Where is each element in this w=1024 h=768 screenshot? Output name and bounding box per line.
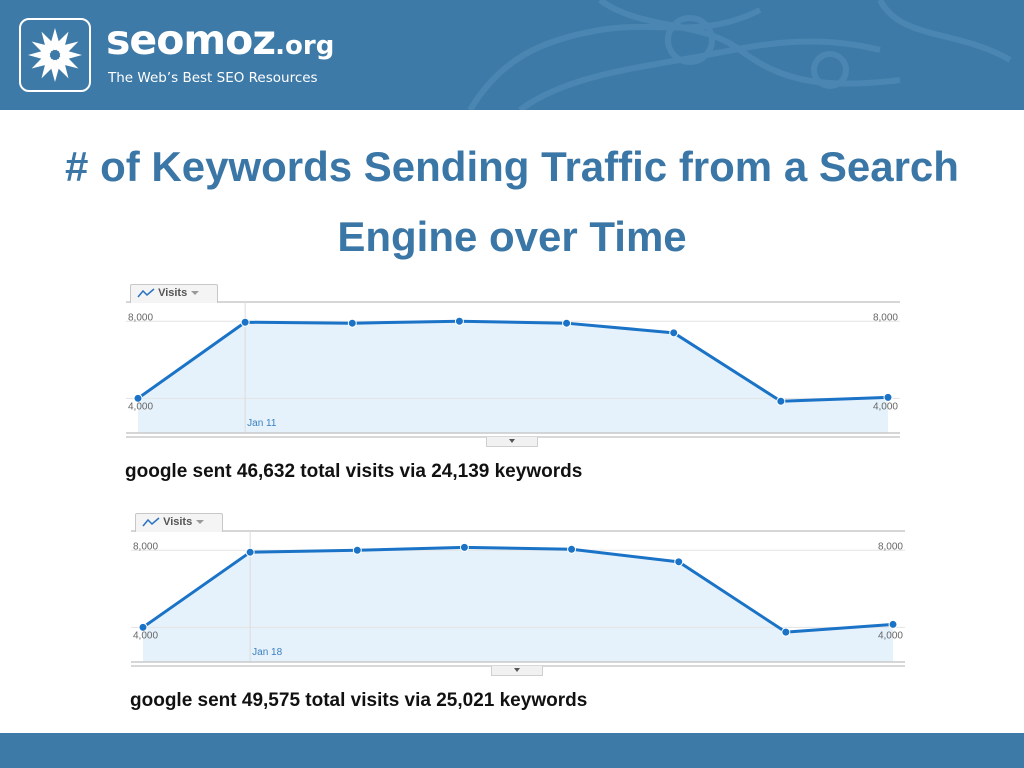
data-point <box>352 545 362 555</box>
tab-visits[interactable]: Visits <box>130 284 218 303</box>
data-point <box>133 393 143 403</box>
data-point <box>240 317 250 327</box>
brand-name: seomoz.org <box>106 18 334 68</box>
data-point <box>781 627 791 637</box>
chart-panel: 8,000 8,000 4,000 4,000 Jan 11 Visits google… <box>118 284 908 484</box>
data-point <box>883 392 893 402</box>
summary-text: google sent 49,575 total visits via 25,0… <box>130 690 588 711</box>
brand-name-text: seomoz <box>106 16 276 64</box>
series-line <box>142 545 894 634</box>
y-tick-label-left: 4,000 <box>133 630 158 641</box>
data-point <box>562 318 572 328</box>
data-point <box>138 622 148 632</box>
data-point <box>776 396 786 406</box>
area-fill <box>143 547 893 662</box>
date-annotation: Jan 11 <box>247 418 277 429</box>
footer-bar <box>0 733 1024 768</box>
tab-visits-label: Visits <box>158 287 188 299</box>
brand[interactable]: seomoz.org The Web’s Best SEO Resources <box>106 18 334 86</box>
data-point <box>567 544 577 554</box>
y-tick-label-right: 4,000 <box>878 630 903 641</box>
series-line <box>137 319 889 403</box>
y-tick-label-right: 4,000 <box>873 401 898 412</box>
date-annotation: Jan 18 <box>252 647 282 658</box>
summary-text: google sent 46,632 total visits via 24,1… <box>125 461 583 482</box>
banner-decoration <box>467 0 1012 110</box>
line-chart-icon <box>142 517 160 527</box>
y-tick-label-left: 8,000 <box>133 541 158 552</box>
tab-visits[interactable]: Visits <box>135 513 223 532</box>
data-point <box>669 328 679 338</box>
brand-tagline: The Web’s Best SEO Resources <box>108 70 318 86</box>
line-chart-icon <box>137 288 155 298</box>
y-tick-label-right: 8,000 <box>873 312 898 323</box>
y-tick-label-left: 8,000 <box>128 312 153 323</box>
collapse-toggle[interactable] <box>491 666 543 676</box>
logo[interactable] <box>19 18 91 92</box>
chevron-down-icon <box>509 439 515 443</box>
star-flower-icon <box>28 28 82 82</box>
visits-chart: 8,000 8,000 4,000 4,000 Jan 18 <box>131 530 905 667</box>
dropdown-caret-icon <box>196 520 205 525</box>
header-banner: seomoz.org The Web’s Best SEO Resources <box>0 0 1024 110</box>
data-point <box>888 619 898 629</box>
chart-panel: 8,000 8,000 4,000 4,000 Jan 18 Visits google… <box>123 513 913 713</box>
data-point <box>347 318 357 328</box>
tab-visits-label: Visits <box>163 516 193 528</box>
data-point <box>245 547 255 557</box>
area-fill <box>138 321 888 433</box>
data-point <box>454 316 464 326</box>
slide-title: # of Keywords Sending Traffic from a Sea… <box>65 143 959 260</box>
brand-tld: .org <box>275 31 335 61</box>
visits-chart: 8,000 8,000 4,000 4,000 Jan 11 <box>126 301 900 438</box>
y-tick-label-right: 8,000 <box>878 541 903 552</box>
dropdown-caret-icon <box>191 291 200 296</box>
data-point <box>459 542 469 552</box>
collapse-toggle[interactable] <box>486 437 538 447</box>
y-tick-label-left: 4,000 <box>128 401 153 412</box>
chevron-down-icon <box>514 668 520 672</box>
data-point <box>674 557 684 567</box>
